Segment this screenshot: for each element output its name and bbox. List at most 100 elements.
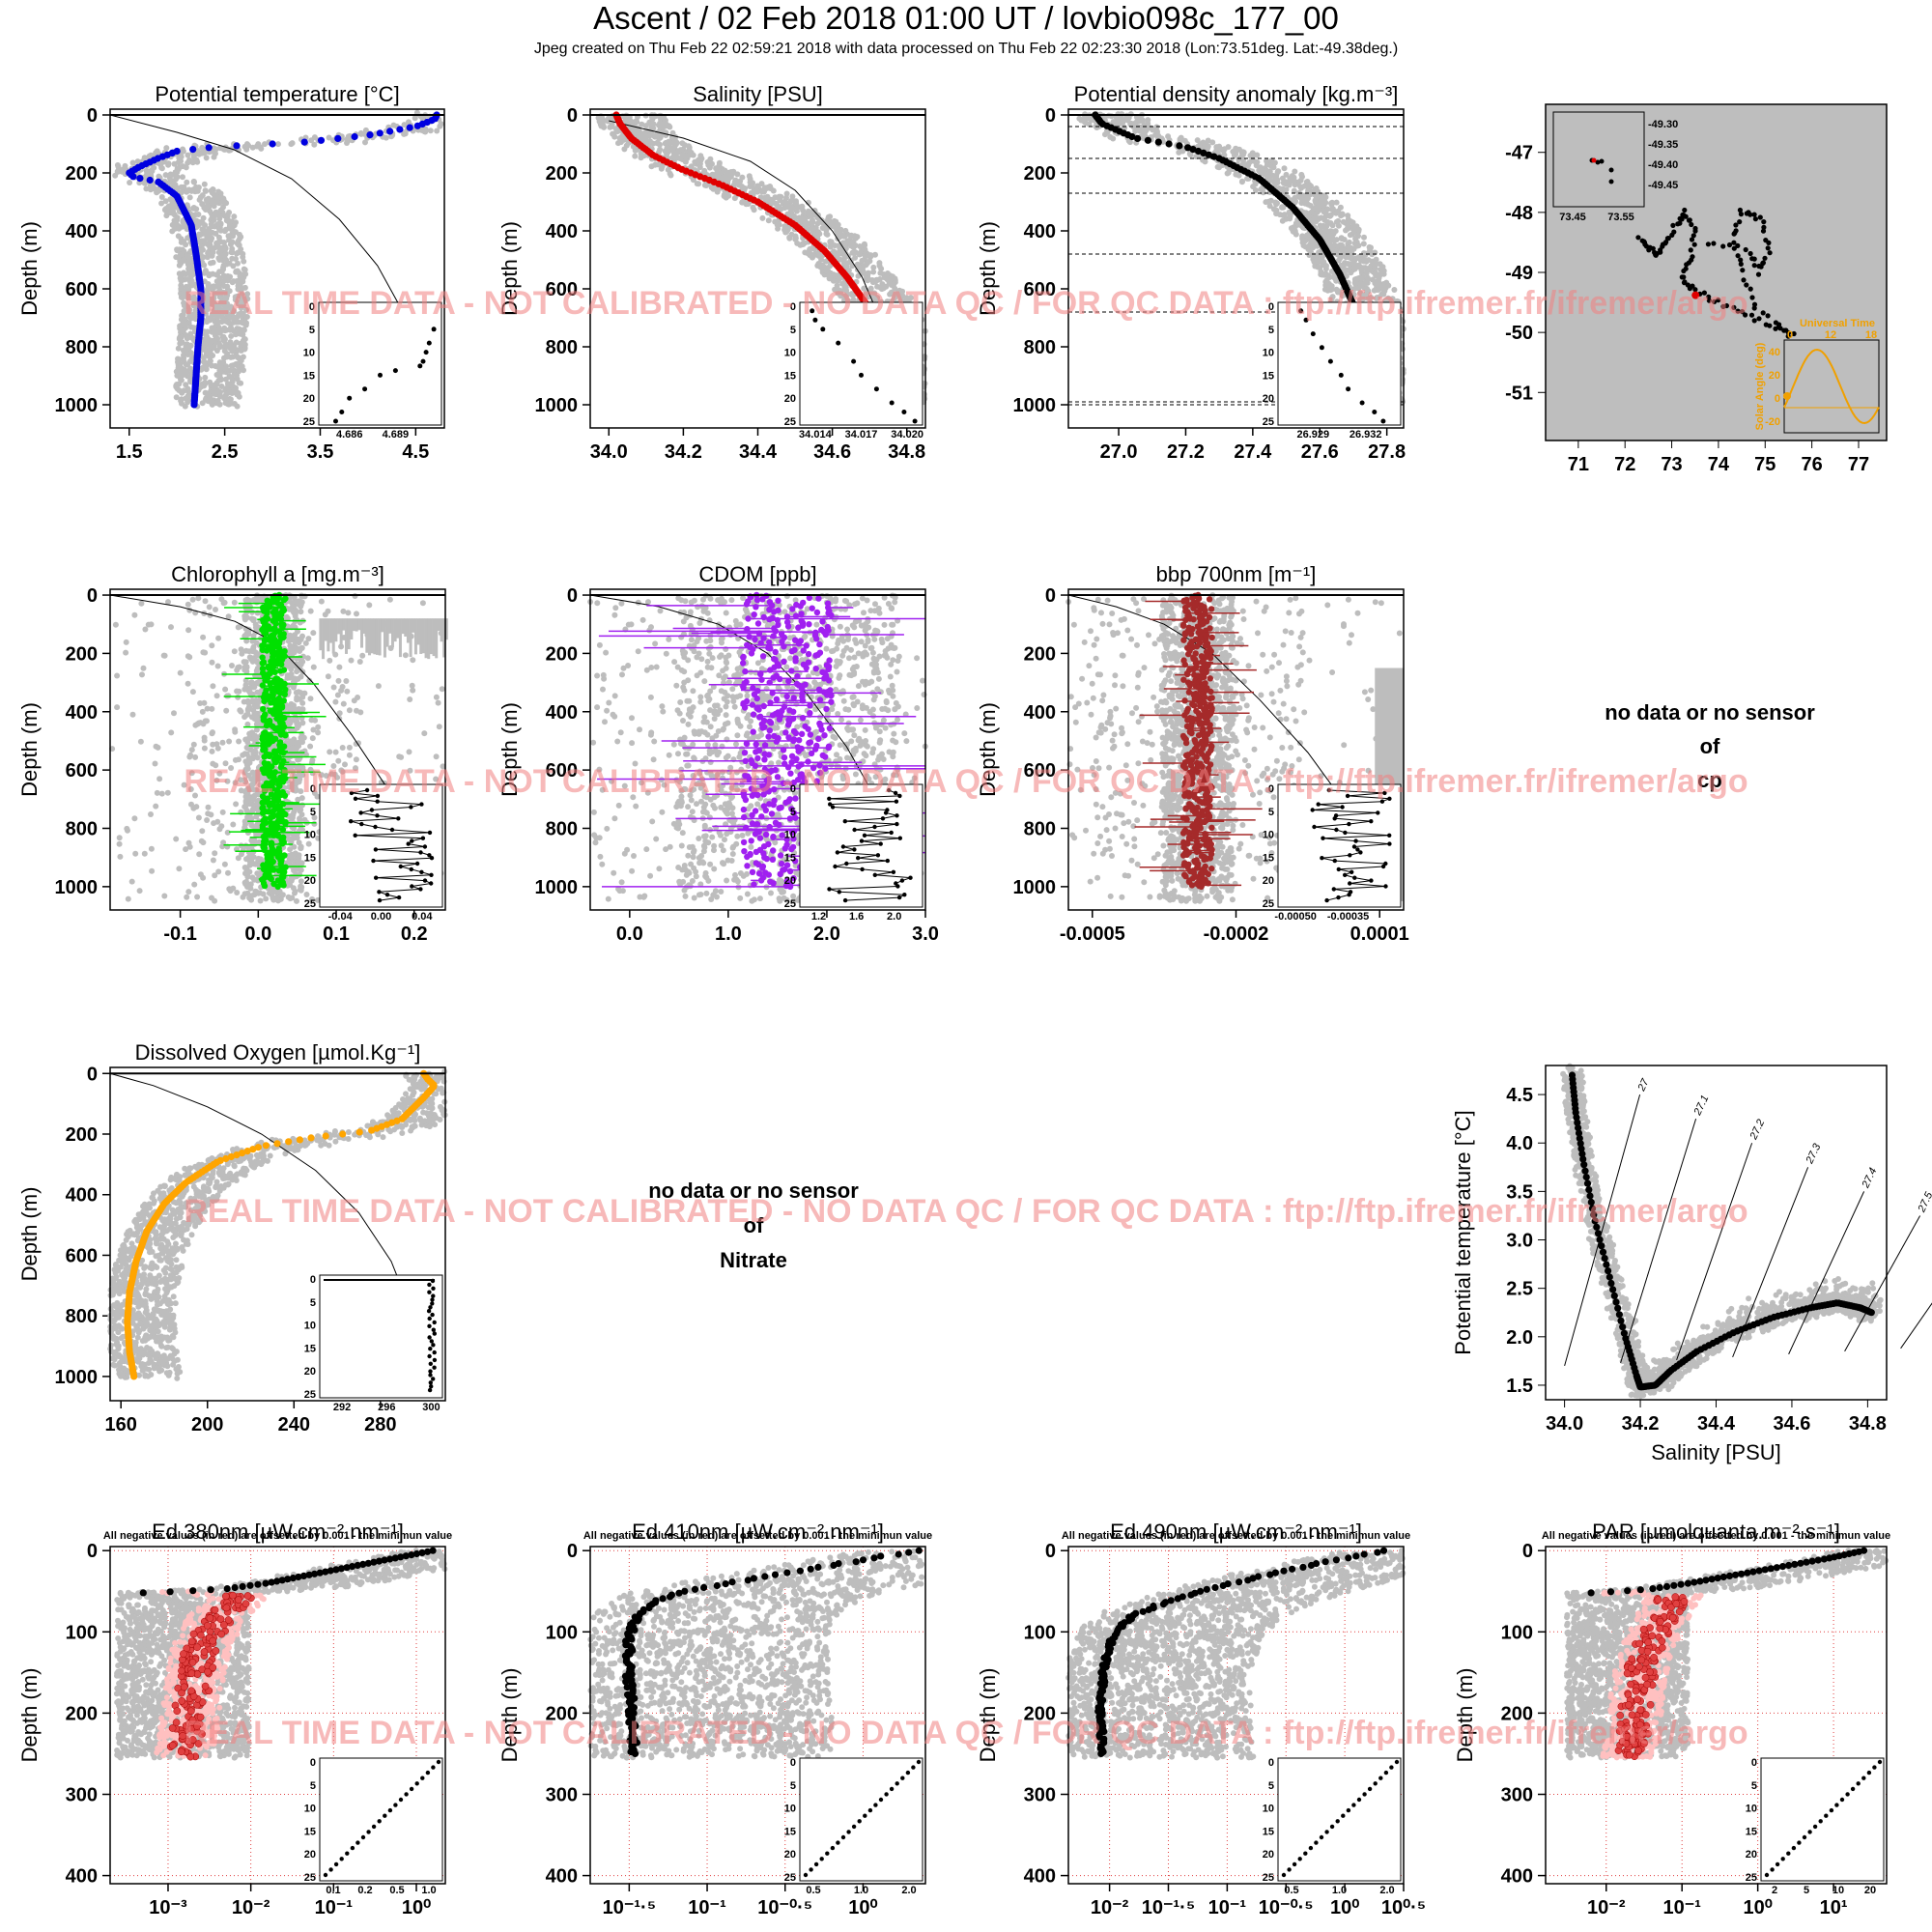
history-point bbox=[202, 359, 208, 365]
history-point bbox=[143, 185, 149, 191]
history-point bbox=[1188, 152, 1194, 157]
profile-point bbox=[1134, 135, 1141, 142]
history-point bbox=[406, 119, 412, 125]
history-point bbox=[1376, 276, 1381, 282]
history-point bbox=[1279, 204, 1285, 210]
history-point bbox=[210, 190, 215, 196]
history-point bbox=[208, 260, 213, 266]
history-point bbox=[728, 169, 734, 175]
history-point bbox=[211, 249, 216, 255]
history-point bbox=[695, 181, 700, 186]
inset-y-tick: 5 bbox=[790, 325, 796, 336]
history-point bbox=[193, 206, 199, 212]
history-point bbox=[1373, 266, 1378, 271]
history-point bbox=[1341, 219, 1347, 225]
history-point bbox=[200, 151, 206, 156]
history-point bbox=[217, 373, 223, 379]
history-point bbox=[228, 389, 234, 395]
history-point bbox=[600, 123, 606, 128]
x-tick-label: 200 bbox=[191, 1414, 223, 1435]
x-tick-label: 240 bbox=[278, 1414, 310, 1435]
history-point bbox=[229, 349, 235, 355]
history-point bbox=[709, 185, 715, 190]
history-point bbox=[187, 194, 193, 200]
history-point bbox=[230, 240, 236, 245]
history-point bbox=[222, 348, 228, 354]
history-point bbox=[841, 234, 847, 240]
history-point bbox=[1240, 149, 1246, 155]
history-point bbox=[202, 182, 208, 187]
y-tick-label: 1000 bbox=[535, 395, 579, 416]
history-point bbox=[1206, 143, 1211, 149]
history-point bbox=[759, 215, 765, 221]
history-point bbox=[189, 335, 195, 341]
history-point bbox=[798, 242, 804, 248]
history-point bbox=[1253, 187, 1259, 193]
history-point bbox=[176, 346, 182, 352]
history-point bbox=[1239, 179, 1245, 185]
history-point bbox=[121, 166, 127, 172]
history-point bbox=[184, 180, 189, 185]
history-point bbox=[664, 152, 669, 157]
x-tick-label: 27.4 bbox=[1234, 441, 1272, 463]
history-point bbox=[848, 233, 854, 239]
profile-point bbox=[301, 139, 308, 146]
history-point bbox=[219, 253, 225, 259]
inset-y-tick: 15 bbox=[1263, 370, 1274, 382]
history-point bbox=[882, 274, 888, 280]
history-point bbox=[717, 160, 723, 166]
history-point bbox=[1353, 243, 1359, 249]
history-point bbox=[214, 336, 220, 342]
history-point bbox=[203, 187, 209, 193]
history-point bbox=[639, 151, 644, 156]
history-point bbox=[671, 144, 677, 150]
history-point bbox=[786, 236, 792, 242]
history-point bbox=[179, 323, 185, 328]
history-point bbox=[207, 209, 213, 214]
history-point bbox=[189, 272, 195, 278]
history-point bbox=[810, 226, 815, 232]
history-point bbox=[223, 274, 229, 280]
history-point bbox=[696, 157, 701, 163]
history-point bbox=[1330, 230, 1336, 236]
history-point bbox=[1345, 261, 1350, 267]
history-point bbox=[850, 250, 856, 256]
inset-point bbox=[347, 396, 352, 401]
history-point bbox=[211, 213, 216, 219]
inset-point bbox=[820, 327, 825, 331]
history-point bbox=[229, 249, 235, 255]
history-point bbox=[759, 181, 765, 186]
history-point bbox=[1315, 209, 1321, 214]
history-point bbox=[229, 363, 235, 369]
history-point bbox=[866, 270, 871, 276]
history-point bbox=[238, 341, 243, 347]
history-point bbox=[805, 250, 810, 256]
history-point bbox=[680, 152, 686, 157]
profile-point bbox=[1176, 142, 1182, 149]
y-tick-label: 800 bbox=[66, 1306, 98, 1327]
inset-y-tick: 25 bbox=[1263, 416, 1274, 428]
history-point bbox=[686, 143, 692, 149]
profile-point bbox=[352, 133, 358, 140]
history-point bbox=[203, 332, 209, 338]
history-point bbox=[344, 140, 350, 146]
y-tick-label: 1000 bbox=[55, 1367, 99, 1388]
history-point bbox=[668, 173, 674, 179]
history-point bbox=[217, 239, 223, 244]
history-point bbox=[715, 166, 721, 172]
history-point bbox=[1351, 261, 1357, 267]
x-tick-label: 27.8 bbox=[1368, 441, 1406, 463]
history-point bbox=[185, 399, 190, 405]
inset-point bbox=[427, 341, 432, 346]
history-point bbox=[876, 260, 882, 266]
history-point bbox=[215, 244, 221, 250]
history-point bbox=[1317, 203, 1322, 209]
history-point bbox=[237, 232, 242, 238]
history-point bbox=[1347, 240, 1352, 245]
history-point bbox=[816, 230, 822, 236]
history-point bbox=[1306, 182, 1312, 187]
history-point bbox=[1293, 198, 1298, 204]
history-point bbox=[1282, 165, 1288, 171]
history-point bbox=[428, 128, 434, 133]
history-point bbox=[1267, 169, 1273, 175]
